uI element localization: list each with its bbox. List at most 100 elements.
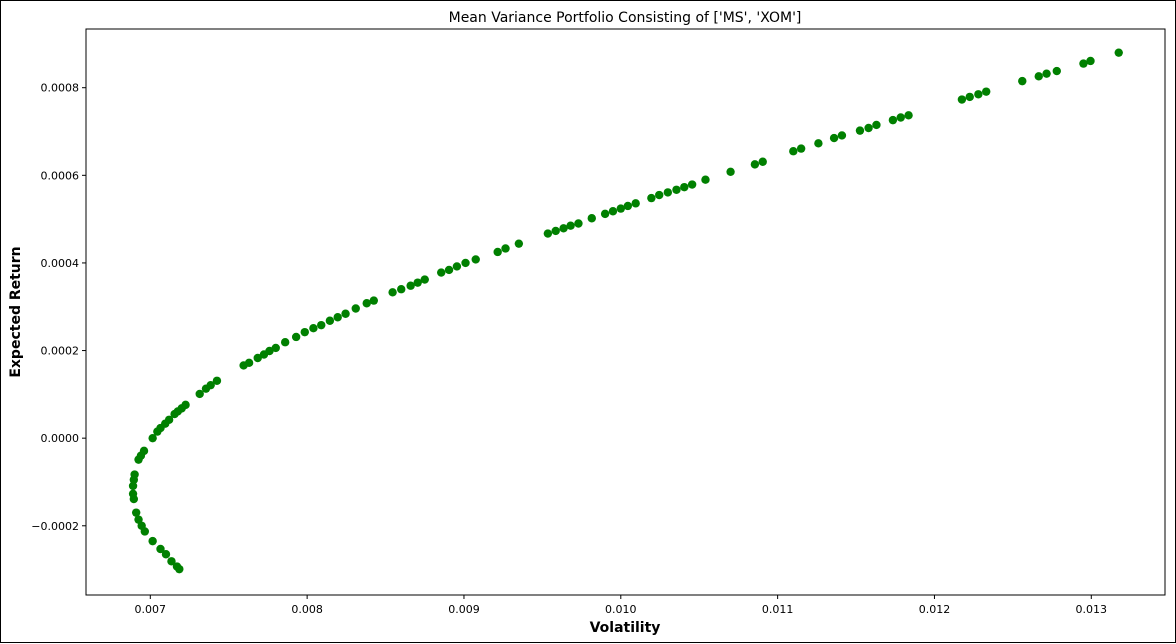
data-point — [574, 219, 583, 228]
data-point — [397, 285, 406, 294]
data-point — [855, 126, 865, 135]
data-point — [333, 313, 342, 322]
x-tick-label: 0.011 — [762, 603, 794, 616]
data-point — [444, 265, 454, 275]
data-point — [623, 201, 633, 211]
y-tick-label: −0.0002 — [31, 520, 79, 533]
data-points — [128, 48, 1123, 574]
data-point — [139, 446, 149, 456]
data-point — [309, 324, 318, 333]
data-point — [647, 193, 656, 203]
data-point — [750, 160, 760, 169]
data-point — [244, 358, 254, 368]
data-point — [514, 239, 524, 248]
data-point — [271, 343, 280, 353]
data-point — [1079, 59, 1088, 68]
x-tick-label: 0.013 — [1076, 603, 1108, 616]
data-point — [206, 380, 215, 390]
data-point — [655, 190, 664, 200]
data-point — [701, 175, 710, 184]
x-tick-label: 0.012 — [919, 603, 951, 616]
data-point — [156, 544, 165, 554]
data-point — [559, 224, 568, 233]
data-point — [837, 131, 847, 140]
data-point — [128, 489, 138, 498]
y-tick-label: 0.0000 — [41, 432, 80, 445]
y-tick-label: 0.0002 — [41, 345, 80, 358]
data-point — [493, 247, 502, 257]
data-point — [325, 316, 335, 325]
data-point — [687, 180, 697, 189]
chart-title: Mean Variance Portfolio Consisting of ['… — [449, 10, 802, 26]
data-point — [872, 120, 881, 130]
data-point — [1114, 48, 1123, 57]
data-point — [148, 536, 157, 546]
data-point — [789, 147, 798, 156]
data-point — [501, 244, 510, 253]
data-point — [680, 182, 689, 192]
data-point — [974, 90, 983, 99]
data-point — [452, 262, 462, 271]
data-point — [726, 167, 735, 177]
x-tick-label: 0.007 — [135, 603, 167, 616]
y-tick-label: 0.0008 — [41, 82, 80, 95]
x-tick-label: 0.009 — [448, 603, 480, 616]
data-point — [904, 111, 913, 120]
data-point — [814, 139, 823, 148]
data-point — [1034, 72, 1043, 81]
data-point — [888, 115, 898, 125]
data-point — [413, 278, 422, 287]
plot-area — [85, 28, 1166, 596]
y-axis-ticks: −0.0002 0.0000 0.0002 0.0004 0.0006 0.0008 — [31, 82, 86, 533]
data-point — [896, 113, 905, 122]
data-point — [437, 268, 446, 277]
data-point — [195, 389, 204, 399]
data-point — [543, 229, 553, 238]
data-point — [1042, 69, 1051, 78]
data-point — [864, 123, 873, 133]
data-point — [600, 209, 610, 219]
data-point — [406, 281, 415, 290]
data-point — [280, 338, 290, 347]
data-point — [362, 299, 371, 308]
data-point — [1052, 66, 1061, 76]
data-point — [471, 255, 480, 264]
data-point — [672, 185, 681, 194]
x-tick-label: 0.008 — [291, 603, 323, 616]
data-point — [128, 481, 138, 491]
data-point — [300, 327, 309, 337]
data-point — [164, 415, 174, 424]
data-point — [1018, 76, 1027, 86]
data-point — [341, 309, 350, 318]
data-point — [172, 562, 182, 571]
data-point — [388, 288, 397, 297]
data-point — [212, 376, 222, 385]
y-tick-label: 0.0004 — [41, 257, 80, 270]
data-point — [369, 296, 378, 305]
data-point — [631, 199, 640, 208]
data-point — [167, 557, 176, 566]
data-point — [1086, 56, 1095, 66]
data-point — [265, 346, 274, 356]
data-point — [551, 226, 560, 236]
data-point — [130, 470, 139, 479]
data-point — [616, 204, 625, 213]
data-point — [957, 95, 967, 104]
data-point — [663, 188, 673, 197]
data-point — [351, 304, 360, 313]
x-axis-ticks: 0.007 0.008 0.009 0.010 0.011 0.012 0.013 — [135, 595, 1107, 616]
x-axis-label: Volatility — [590, 620, 661, 636]
data-point — [587, 214, 596, 223]
data-point — [829, 133, 839, 143]
data-point — [148, 433, 157, 443]
data-point — [758, 157, 767, 166]
data-point — [965, 92, 974, 102]
data-point — [181, 400, 190, 410]
data-point — [461, 258, 470, 268]
data-point — [608, 207, 618, 216]
y-tick-label: 0.0006 — [41, 169, 80, 182]
x-tick-label: 0.010 — [605, 603, 637, 616]
data-point — [420, 275, 429, 284]
